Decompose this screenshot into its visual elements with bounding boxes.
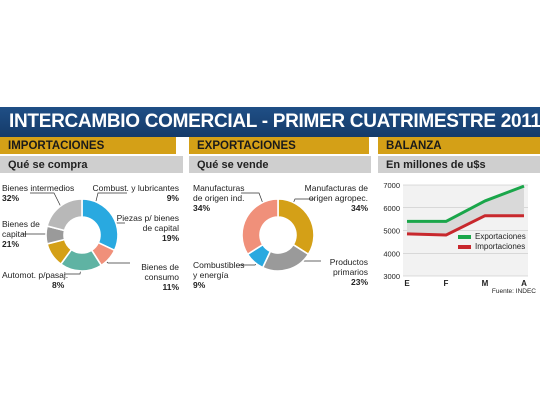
exportaciones-panel: EXPORTACIONES Qué se vende Manufacturas … [189, 137, 372, 300]
importaciones-donut [22, 192, 130, 275]
x-tick-label: E [404, 279, 410, 288]
imp-label-bienes-consumo: Bienes de consumo 11% [141, 262, 179, 292]
imp-label-automot: Automot. p/pasaj. 8% [2, 270, 69, 290]
imp-label-combust: Combust. y lubricantes 9% [92, 183, 179, 203]
exp-label-productos-primarios: Productos primarios 23% [329, 257, 368, 287]
y-tick-label: 6000 [383, 204, 400, 213]
title-banner: INTERCAMBIO COMERCIAL - PRIMER CUATRIMES… [0, 107, 540, 137]
x-tick-label: M [482, 279, 489, 288]
leader-line [30, 192, 63, 210]
exportaciones-subheader: Qué se vende [189, 156, 371, 173]
y-tick-label: 7000 [383, 181, 400, 190]
imp-label-bienes-intermedios: Bienes intermedios 32% [2, 183, 75, 203]
imp-label-piezas: Piezas p/ bienes de capital 19% [116, 213, 179, 243]
exp-label-manuf-agro: Manufacturas de origen agropec. 34% [304, 183, 368, 213]
exp-slice-manufacturas-de-origen-agropec [277, 198, 315, 256]
y-tick-label: 5000 [383, 227, 400, 236]
importaciones-subheader: Qué se compra [0, 156, 183, 173]
balanza-line-chart: 7000 6000 5000 4000 3000 E F M A [383, 181, 528, 288]
y-tick-label: 4000 [383, 249, 400, 258]
exp-label-combustibles: Combustibles y energía 9% [193, 260, 245, 290]
exportaciones-header: EXPORTACIONES [189, 137, 369, 154]
x-tick-label: A [521, 279, 527, 288]
exp-label-manuf-ind: Manufacturas de origen ind. 34% [193, 183, 245, 213]
series-line-exportaciones [407, 184, 525, 223]
importaciones-header: IMPORTACIONES [0, 137, 176, 154]
series-line-importaciones [406, 214, 524, 237]
legend-exportaciones: Exportaciones [458, 232, 526, 241]
imp-label-bienes-capital: Bienes de capital 21% [2, 219, 40, 249]
importaciones-panel: IMPORTACIONES Qué se compra Bienes inter… [0, 137, 183, 300]
y-tick-label: 3000 [383, 272, 400, 281]
balanza-panel: BALANZA En millones de u$s 7000 6000 5000 4… [378, 137, 540, 300]
x-tick-label: F [444, 279, 449, 288]
balanza-subheader: En millones de u$s [378, 156, 540, 173]
legend-swatch-exportaciones [458, 234, 471, 239]
legend-swatch-importaciones [458, 244, 471, 249]
exportaciones-donut [239, 192, 321, 272]
exp-slice-manufacturas-de-origen-ind [241, 198, 279, 256]
banner-title: INTERCAMBIO COMERCIAL - PRIMER CUATRIMES… [9, 111, 540, 132]
source-note: Fuente: INDEC [491, 288, 536, 295]
balanza-header: BALANZA [378, 137, 540, 154]
legend-importaciones: Importaciones [458, 242, 525, 251]
imp-slice-bienes-de-capital [46, 198, 83, 232]
